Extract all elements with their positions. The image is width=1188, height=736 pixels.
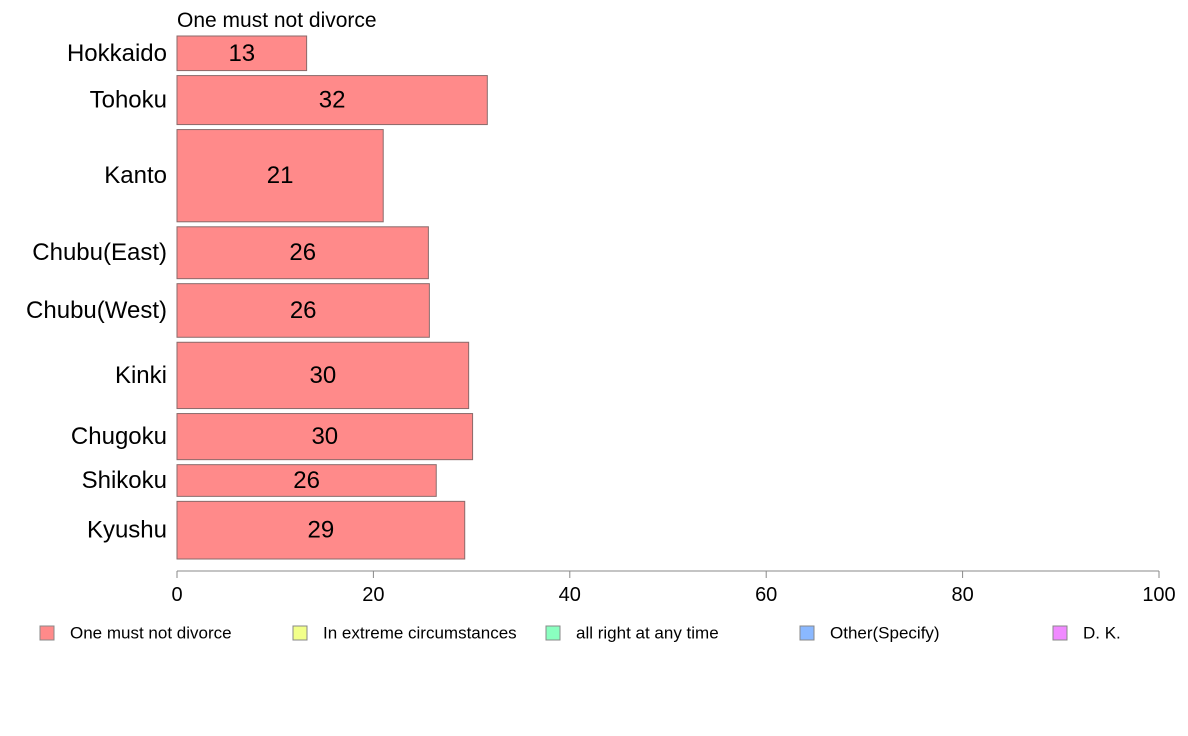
category-label: Chugoku — [71, 423, 167, 450]
bar-chubu-east- — [176, 226, 429, 280]
legend-label: In extreme circumstances — [323, 624, 517, 643]
chart-title: One must not divorce — [177, 9, 377, 32]
legend-label: D. K. — [1083, 624, 1121, 643]
bar-kinki — [176, 341, 470, 410]
legend-swatch — [292, 625, 308, 641]
data-label: 30 — [309, 362, 336, 389]
category-label: Chubu(East) — [32, 239, 167, 266]
data-label: 30 — [311, 423, 338, 450]
legend-label: all right at any time — [576, 624, 719, 643]
legend-label: One must not divorce — [70, 624, 232, 643]
legend-swatch — [39, 625, 55, 641]
legend-swatch — [1052, 625, 1068, 641]
x-tick-label: 40 — [559, 584, 581, 606]
x-tick-label: 100 — [1142, 584, 1175, 606]
bar-kyushu — [176, 500, 466, 560]
x-tick-label: 60 — [755, 584, 777, 606]
data-label: 21 — [267, 162, 294, 189]
legend: One must not divorce In extreme circumsta… — [39, 624, 1121, 643]
bar-tohoku — [176, 75, 488, 126]
data-label: 13 — [228, 40, 255, 67]
bar-shikoku — [176, 464, 437, 497]
x-axis: 0 20 40 60 80 100 — [171, 570, 1176, 606]
data-label: 29 — [308, 517, 335, 544]
bar-chubu-west- — [176, 283, 430, 338]
category-label: Tohoku — [90, 87, 167, 114]
bar-chugoku — [176, 413, 474, 461]
category-label: Chubu(West) — [26, 297, 167, 324]
x-tick-label: 0 — [171, 584, 182, 606]
bar-kanto — [176, 129, 384, 223]
data-label: 32 — [319, 87, 346, 114]
category-label: Shikoku — [82, 467, 167, 494]
legend-swatch — [545, 625, 561, 641]
category-label: Hokkaido — [67, 40, 167, 67]
category-label: Kinki — [115, 362, 167, 389]
data-label: 26 — [293, 467, 320, 494]
x-tick-label: 80 — [951, 584, 973, 606]
data-label: 26 — [290, 297, 317, 324]
legend-label: Other(Specify) — [830, 624, 940, 643]
x-tick-label: 20 — [362, 584, 384, 606]
category-label: Kanto — [104, 162, 167, 189]
bar-hokkaido — [176, 35, 308, 72]
category-label: Kyushu — [87, 517, 167, 544]
data-label: 26 — [289, 239, 316, 266]
bars-group: Hokkaido 13 Tohoku 32 Kanto 21 Chubu(East) 26 Ch… — [26, 35, 488, 560]
legend-swatch — [799, 625, 815, 641]
